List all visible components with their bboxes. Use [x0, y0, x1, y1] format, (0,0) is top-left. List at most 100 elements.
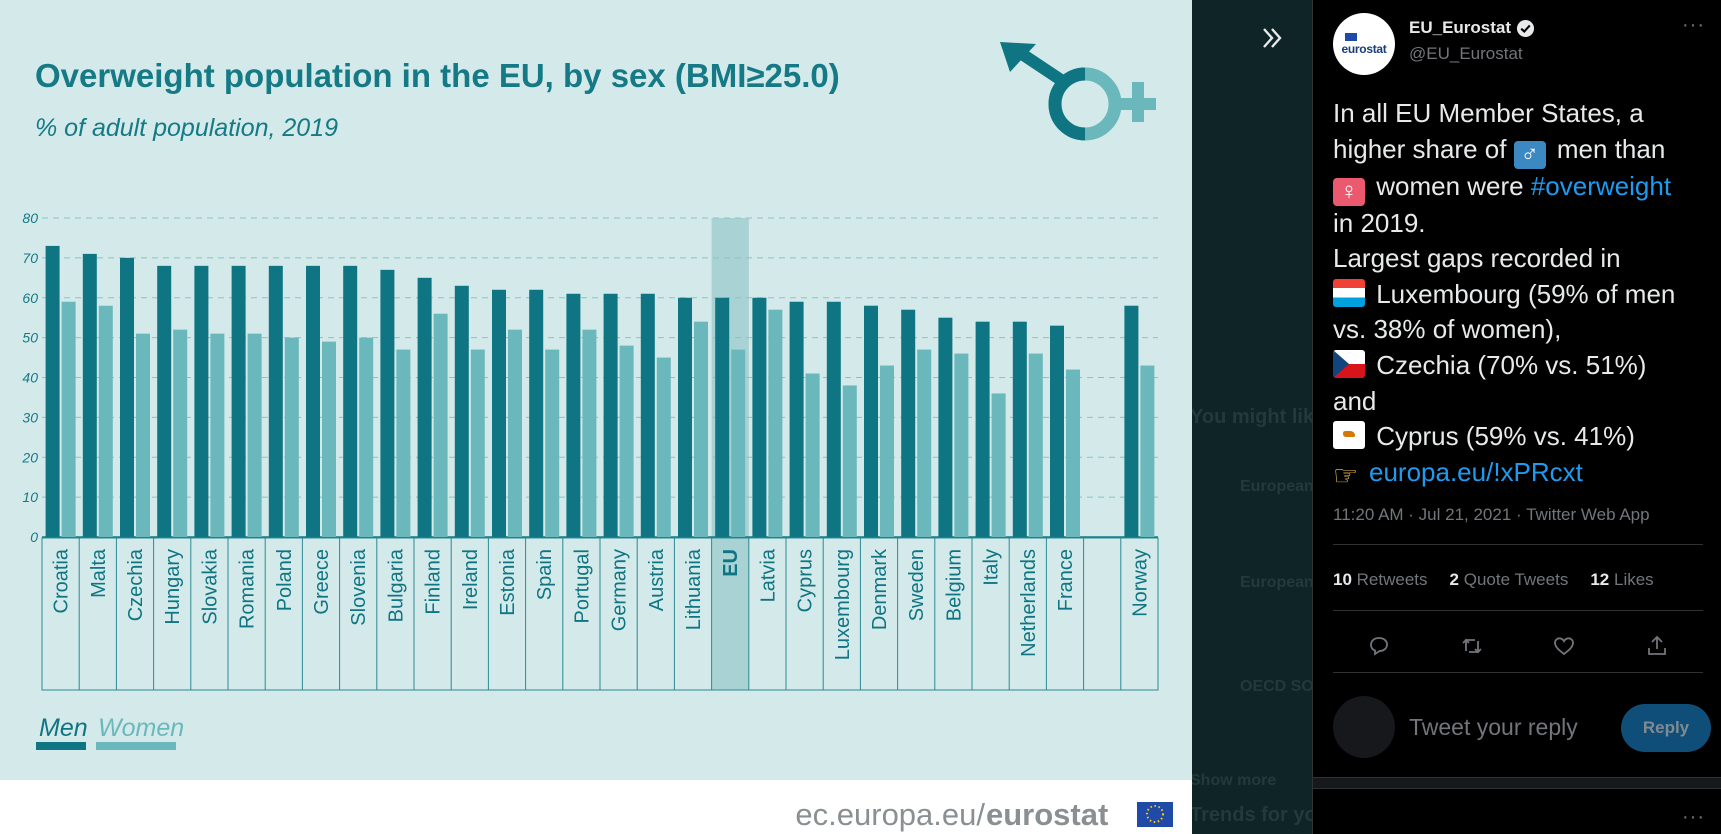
like-action-button[interactable]	[1546, 628, 1582, 664]
x-category-label: Croatia	[51, 548, 73, 613]
tweet-line: and	[1333, 385, 1377, 416]
ghost-text: Trends for you	[1190, 804, 1312, 826]
bar-men	[938, 317, 953, 537]
user-avatar[interactable]	[1333, 696, 1395, 758]
author-name-link[interactable]: EU_Eurostat	[1409, 18, 1535, 38]
author-name: EU_Eurostat	[1409, 18, 1512, 37]
bar-men	[864, 305, 878, 537]
share-icon	[1647, 635, 1666, 655]
eu-flag-icon	[1345, 32, 1357, 41]
bar-women	[359, 337, 374, 537]
x-category-label: Slovakia	[199, 548, 221, 624]
tweet-line: In all EU Member States, a	[1333, 98, 1644, 128]
x-category-label: Norway	[1129, 549, 1151, 617]
tweet-text-part: Luxembourg (59% of men	[1369, 278, 1676, 309]
legend-swatch-women	[96, 742, 176, 750]
y-tick-label: 40	[22, 370, 38, 386]
retweet-action-button[interactable]	[1454, 628, 1490, 664]
bar-men	[417, 277, 432, 537]
bar-men	[157, 265, 172, 537]
bar-women	[61, 301, 76, 537]
retweets-stat[interactable]: 10 Retweets	[1333, 570, 1428, 590]
author-handle[interactable]: @EU_Eurostat	[1409, 44, 1523, 63]
retweets-label: Retweets	[1356, 570, 1428, 589]
hashtag-link[interactable]: #overweight	[1530, 170, 1672, 201]
reply-action-button[interactable]	[1361, 628, 1397, 664]
x-category-label: Estonia	[497, 548, 519, 616]
x-category-label: Austria	[646, 548, 668, 611]
x-category-label: Germany	[609, 549, 631, 631]
bar-men	[492, 289, 506, 537]
bar-women	[619, 345, 634, 537]
bar-men	[45, 245, 60, 537]
tweet-link[interactable]: europa.eu/!xPRcxt	[1369, 456, 1583, 487]
tweet-panel: eurostat EU_Eurostat @EU_Eurostat ··· In…	[1312, 0, 1721, 834]
bar-women	[433, 313, 448, 537]
x-category-label: Finland	[423, 549, 445, 615]
quotes-stat[interactable]: 2 Quote Tweets	[1450, 570, 1569, 590]
bar-men	[306, 265, 320, 537]
tweet-line: higher share of ♂ men than	[1333, 132, 1713, 169]
image-viewer: You might like European European OECD SO…	[0, 0, 1312, 834]
tweet-line: Czechia (70% vs. 51%)	[1333, 348, 1713, 384]
legend-label-men: Men	[39, 714, 88, 742]
chart-subtitle: % of adult population, 2019	[35, 114, 338, 142]
x-category-label: Portugal	[571, 549, 593, 624]
bar-chart: 0 10 20 30 40 50 60 70 80 Croatia Malta Czechia Hung…	[21, 210, 1159, 691]
bar-men	[1124, 305, 1139, 537]
bar-men	[752, 297, 767, 537]
tweet-line: in 2019.	[1333, 207, 1426, 238]
tweet-text-part: men than	[1549, 133, 1666, 164]
retweets-count: 10	[1333, 570, 1352, 589]
y-tick-label: 30	[22, 409, 38, 425]
ghost-text: You might like	[1190, 406, 1312, 428]
bar-women	[1140, 365, 1155, 537]
bar-men	[640, 293, 655, 537]
share-action-button[interactable]	[1639, 628, 1675, 664]
cyprus-flag-icon	[1333, 421, 1365, 450]
tweet-text: In all EU Member States, a higher share …	[1333, 96, 1713, 490]
tweet-text-part: Cyprus (59% vs. 41%)	[1369, 421, 1635, 452]
avatar[interactable]: eurostat	[1333, 13, 1395, 75]
heart-icon	[1554, 637, 1575, 656]
x-category-label: Netherlands	[1018, 549, 1040, 657]
bar-women	[173, 329, 188, 537]
ghost-text: European	[1240, 574, 1312, 591]
bar-women	[880, 365, 894, 537]
x-category-label: Greece	[311, 549, 333, 615]
x-category-label: Belgium	[943, 549, 965, 621]
y-tick-label: 10	[22, 489, 38, 505]
x-category-label: Malta	[88, 548, 110, 598]
legend-label-women: Women	[98, 714, 184, 742]
male-sign-icon: ♂	[1513, 140, 1546, 169]
bar-men	[231, 265, 246, 537]
bar-men	[82, 253, 97, 537]
bar-women	[694, 321, 708, 537]
bar-women	[991, 393, 1006, 537]
likes-stat[interactable]: 12 Likes	[1590, 570, 1653, 590]
bar-women	[284, 337, 299, 537]
bar-women	[656, 357, 671, 537]
tweet-timestamp[interactable]: 11:20 AM · Jul 21, 2021 · Twitter Web Ap…	[1333, 505, 1650, 524]
more-options-icon[interactable]: ···	[1682, 806, 1705, 828]
expand-button[interactable]	[1250, 20, 1294, 56]
more-options-icon[interactable]: ···	[1682, 14, 1705, 36]
divider	[1333, 610, 1703, 611]
bar-women	[582, 329, 597, 537]
bar-men	[343, 265, 358, 537]
bar-women	[98, 305, 113, 537]
tweet-line: Cyprus (59% vs. 41%)	[1333, 419, 1713, 455]
y-tick-label: 20	[21, 449, 38, 465]
bar-women	[917, 349, 932, 537]
infographic-image: Overweight population in the EU, by sex …	[0, 0, 1192, 834]
reply-input[interactable]: Tweet your reply	[1409, 714, 1578, 740]
bar-women	[508, 329, 522, 537]
divider	[1333, 544, 1703, 545]
bar-men	[715, 297, 730, 537]
reply-icon	[1370, 637, 1389, 656]
y-tick-label: 50	[22, 330, 38, 346]
verified-badge-icon	[1516, 19, 1535, 37]
bar-men	[380, 269, 395, 537]
bar-men	[566, 293, 581, 537]
reply-button[interactable]: Reply	[1621, 704, 1711, 752]
